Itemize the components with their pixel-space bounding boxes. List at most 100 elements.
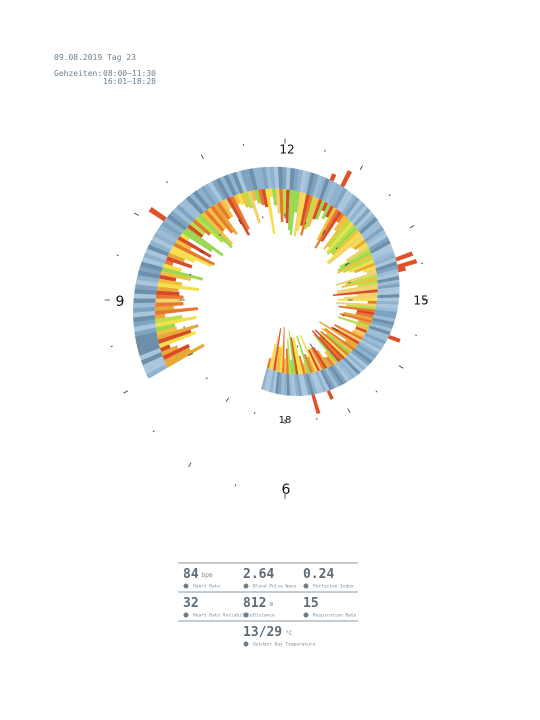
band — [161, 220, 183, 237]
band — [376, 268, 399, 278]
band — [369, 322, 392, 333]
bar — [321, 327, 353, 353]
band — [135, 284, 158, 291]
band — [310, 372, 321, 394]
bar — [294, 191, 300, 213]
band — [303, 373, 312, 396]
tick — [189, 273, 192, 276]
bar — [326, 356, 334, 366]
stat-icon — [243, 583, 249, 589]
band — [312, 175, 323, 198]
bar — [159, 274, 177, 282]
stat-icon — [183, 612, 189, 618]
hour-label: 12 — [279, 143, 294, 157]
band — [348, 202, 366, 222]
band — [135, 335, 159, 347]
band — [142, 355, 165, 370]
band — [286, 373, 291, 396]
bar — [204, 209, 225, 232]
bar — [320, 211, 342, 242]
bar — [261, 188, 269, 208]
band — [203, 183, 220, 204]
band — [256, 167, 266, 190]
band — [277, 372, 282, 395]
band — [169, 210, 190, 228]
bar — [201, 211, 234, 246]
tick — [409, 225, 415, 229]
band — [375, 303, 399, 309]
bar — [357, 242, 368, 251]
tick — [200, 154, 204, 160]
stats-rules — [178, 562, 358, 622]
tick — [166, 181, 168, 183]
bar — [160, 270, 192, 281]
tick — [116, 254, 119, 256]
bar — [243, 191, 254, 209]
bar — [156, 326, 178, 336]
bar — [315, 200, 326, 220]
bar — [157, 282, 200, 291]
band — [377, 279, 400, 287]
bar — [184, 227, 224, 257]
bar — [268, 188, 274, 198]
bar — [277, 347, 282, 372]
band — [370, 320, 394, 329]
band — [319, 369, 333, 391]
bar — [285, 189, 290, 223]
tick — [134, 212, 139, 216]
tick — [414, 334, 418, 336]
bar — [154, 313, 166, 320]
band — [296, 169, 304, 192]
tick — [344, 262, 350, 266]
stats: 84 bpm Heart Rate 2.64 Blood Pulse Wave 0.24 P… — [183, 567, 357, 648]
bar — [306, 356, 316, 373]
stat-value: 13/29 — [243, 625, 282, 640]
tick — [152, 430, 155, 433]
bar — [311, 330, 341, 363]
tick — [333, 327, 339, 332]
bar — [275, 188, 281, 214]
bar — [233, 194, 241, 205]
spike — [326, 390, 334, 400]
band — [136, 339, 160, 352]
band — [133, 323, 157, 332]
tick — [234, 484, 236, 487]
bar — [351, 330, 365, 338]
bar — [307, 349, 320, 372]
tick — [242, 143, 245, 146]
band — [219, 175, 234, 198]
bar — [230, 195, 250, 231]
bar — [342, 256, 374, 274]
bar — [156, 286, 179, 293]
band — [364, 332, 387, 345]
band — [145, 248, 168, 261]
band — [359, 216, 378, 235]
band — [286, 167, 291, 190]
bar — [300, 195, 314, 236]
band — [244, 168, 255, 192]
band — [172, 207, 193, 225]
bar — [265, 188, 276, 235]
band — [373, 250, 395, 263]
band — [315, 371, 327, 393]
band — [315, 176, 327, 199]
bar — [254, 189, 262, 204]
band — [147, 244, 170, 257]
band — [282, 167, 287, 190]
tick — [398, 365, 404, 369]
stat-label: Blood Pulse Wave — [253, 584, 297, 590]
bar — [354, 262, 376, 274]
band — [136, 274, 160, 283]
bar — [155, 294, 184, 299]
band — [324, 367, 339, 389]
bar — [296, 335, 311, 374]
bar — [357, 292, 378, 297]
bar — [173, 242, 215, 266]
band — [358, 342, 379, 356]
band — [376, 264, 399, 275]
bar — [279, 345, 284, 373]
band — [375, 306, 398, 312]
bar — [289, 190, 297, 236]
bar — [219, 200, 234, 219]
band — [341, 194, 357, 216]
